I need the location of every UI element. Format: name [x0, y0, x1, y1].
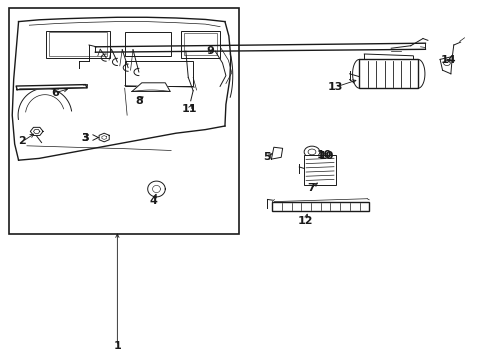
Text: 6: 6	[51, 88, 59, 98]
Text: 9: 9	[206, 46, 214, 56]
Bar	[304, 155, 335, 185]
Text: 8: 8	[135, 96, 142, 106]
Text: 3: 3	[81, 133, 89, 143]
Polygon shape	[132, 83, 170, 91]
Polygon shape	[271, 147, 282, 159]
Bar	[49, 32, 107, 56]
Text: 12: 12	[297, 216, 313, 226]
Text: 5: 5	[263, 152, 270, 162]
Bar	[359, 59, 417, 88]
Bar	[46, 31, 110, 58]
Polygon shape	[16, 85, 87, 90]
Text: 14: 14	[440, 55, 456, 66]
Bar	[181, 31, 220, 58]
Text: 7: 7	[306, 183, 314, 193]
Text: 11: 11	[182, 104, 197, 114]
Bar	[272, 202, 368, 211]
Bar	[183, 33, 217, 55]
Text: 10: 10	[318, 150, 334, 161]
Text: 2: 2	[19, 136, 26, 147]
Text: 13: 13	[327, 82, 343, 92]
Bar	[124, 32, 171, 56]
Bar	[124, 61, 193, 86]
Text: 1: 1	[113, 341, 121, 351]
Text: 10: 10	[316, 150, 331, 160]
Text: 4: 4	[149, 195, 157, 206]
Text: 3: 3	[81, 133, 89, 143]
